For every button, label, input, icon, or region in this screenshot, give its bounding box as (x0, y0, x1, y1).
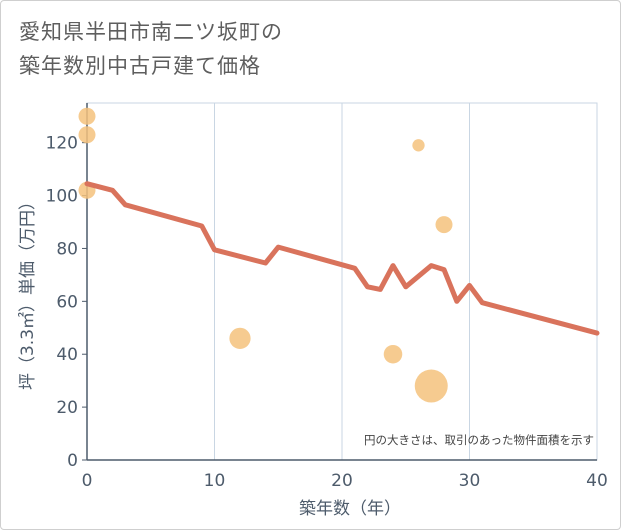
chart-title-line-2: 築年数別中古戸建て価格 (19, 54, 261, 78)
bubble-point (229, 327, 251, 349)
x-tick-label: 20 (331, 471, 353, 491)
bubble-point (414, 369, 448, 403)
bubble-size-note: 円の大きさは、取引のあった物件面積を示す (364, 433, 594, 447)
bubble-point (78, 107, 96, 125)
chart-title-line-1: 愛知県半田市南二ツ坂町の (19, 20, 283, 44)
price-trend-line (84, 181, 600, 336)
x-tick-label: 0 (82, 471, 93, 491)
bubble-point (412, 139, 425, 152)
y-tick-label: 40 (56, 345, 78, 365)
bubble-point (78, 126, 96, 144)
x-axis-label: 築年数（年） (299, 499, 401, 519)
y-tick-label: 80 (56, 239, 78, 259)
y-tick-label: 100 (46, 187, 78, 207)
chart-title: 愛知県半田市南二ツ坂町の 築年数別中古戸建て価格 (19, 15, 283, 83)
y-tick-label: 0 (67, 451, 78, 471)
bubble-point (383, 344, 403, 364)
y-tick-label: 20 (56, 398, 78, 418)
bubble-point (435, 216, 453, 234)
x-tick-label: 10 (204, 471, 226, 491)
x-tick-label: 30 (459, 471, 481, 491)
x-tick-label: 40 (586, 471, 608, 491)
y-tick-label: 60 (56, 292, 78, 312)
y-tick-label: 120 (46, 134, 78, 154)
y-axis-label: 坪（3.3㎡）単価（万円） (18, 193, 38, 390)
